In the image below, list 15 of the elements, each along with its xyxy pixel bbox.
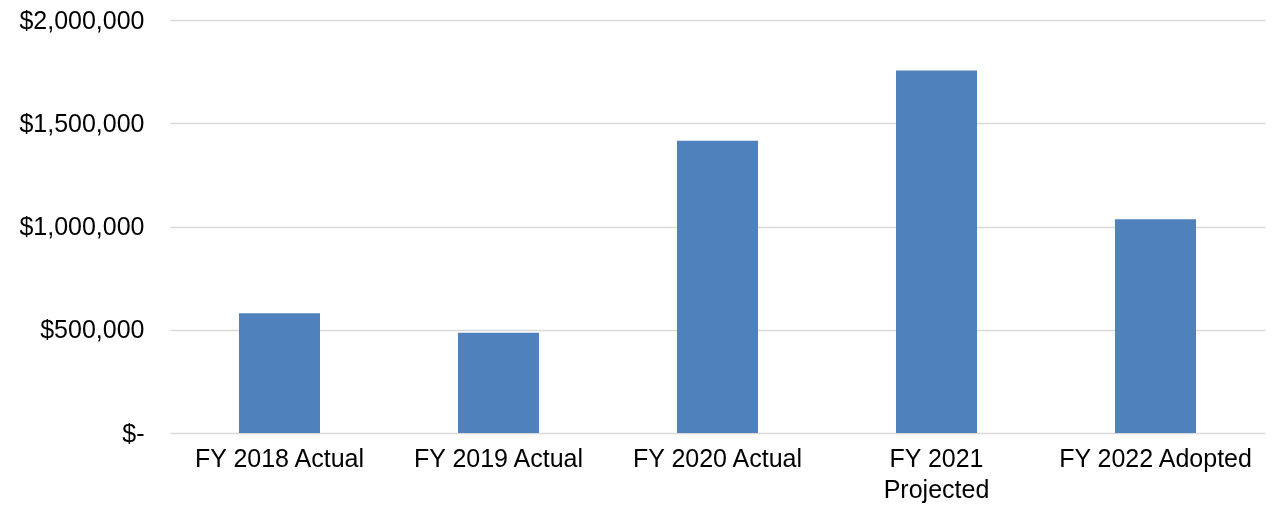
bar bbox=[895, 70, 978, 433]
y-tick-label: $1,500,000 bbox=[19, 108, 145, 137]
y-tick-label: $2,000,000 bbox=[19, 5, 145, 34]
y-tick-label: $1,000,000 bbox=[19, 212, 145, 240]
y-tick-label: $- bbox=[122, 418, 145, 447]
x-tick-label: FY 2021 Projected bbox=[883, 443, 990, 503]
x-tick-label: FY 2019 Actual bbox=[413, 443, 584, 472]
bar bbox=[676, 140, 759, 433]
y-tick-label: $500,000 bbox=[40, 315, 145, 344]
x-tick-label: FY 2020 Actual bbox=[632, 443, 803, 472]
bar bbox=[238, 313, 321, 433]
x-tick-label: FY 2018 Actual bbox=[194, 443, 365, 472]
bar bbox=[1114, 219, 1197, 433]
x-tick-label: FY 2022 Adopted bbox=[1059, 443, 1252, 472]
bar bbox=[457, 332, 540, 433]
